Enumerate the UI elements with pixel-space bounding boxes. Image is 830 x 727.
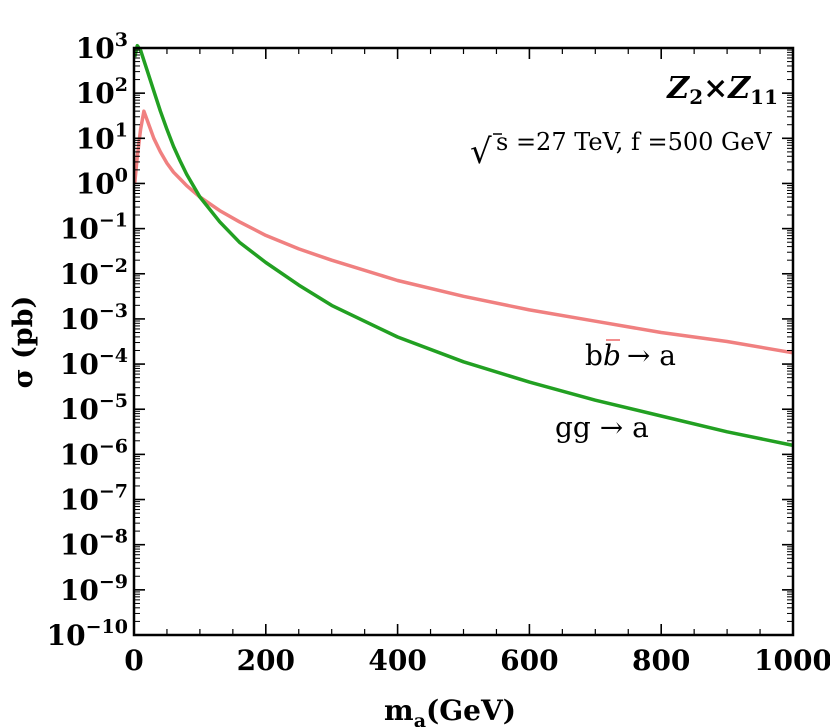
y-tick-label: 10−2 [60,255,128,291]
curves [132,43,794,448]
y-tick-label: 10−9 [60,571,128,607]
y-tick-label: 10−3 [60,300,128,336]
energy-label: s =27 TeV, f =500 GeV [496,128,772,156]
y-tick-label: 10−4 [60,345,128,381]
y-tick-label: 10−7 [60,481,128,517]
y-tick-label: 10−10 [47,616,128,652]
series-line-0 [132,109,794,355]
y-tick-label: 10−6 [60,435,128,471]
y-axis-title: σ (pb) [8,296,39,389]
ticks [133,47,794,636]
x-axis-title: ma(GeV) [384,694,516,727]
y-tick-label: 10−5 [60,390,128,426]
x-tick-label: 0 [124,644,143,677]
x-tick-label: 200 [237,644,295,677]
y-tick-label: 102 [76,74,128,110]
y-tick-label: 100 [76,164,128,200]
x-tick-label: 400 [368,644,426,677]
sqrt-symbol: √ [470,132,492,172]
x-tick-label: 800 [632,644,690,677]
y-tick-label: 10−8 [60,526,128,562]
model-label: Z2×Z11 [666,71,778,109]
series-line-1 [132,43,794,448]
y-tick-label: 10−1 [60,210,128,246]
series-label-bb: bb → a [585,339,676,372]
x-tick-label: 1000 [754,644,830,677]
y-tick-label: 103 [76,29,128,65]
tick-labels: 0 200 400 600 800 1000 103 102 101 100 10−1 10−2 10−… [47,29,830,677]
y-tick-label: 101 [76,119,128,155]
x-tick-label: 600 [500,644,558,677]
series-label-gg: gg → a [555,411,649,444]
